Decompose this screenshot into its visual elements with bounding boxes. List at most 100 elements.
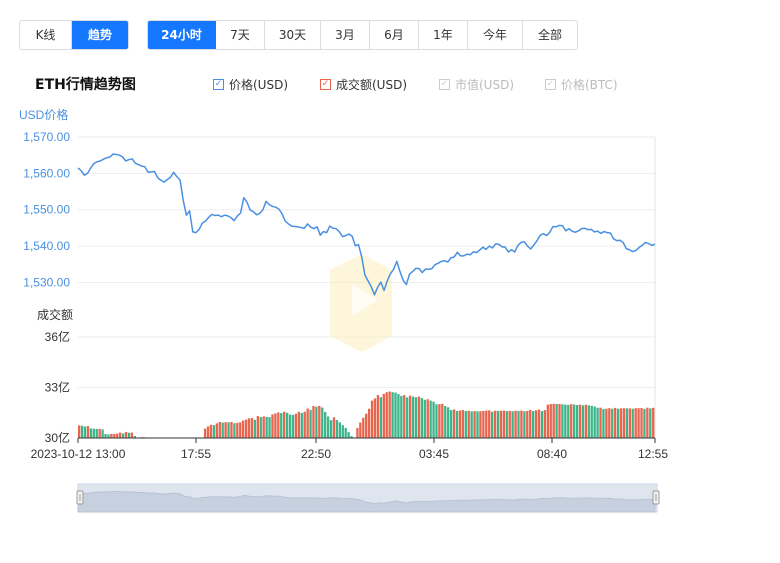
range-tab-1[interactable]: 7天: [216, 21, 265, 49]
volume-bar: [420, 398, 424, 438]
volume-bar: [86, 426, 90, 438]
legend-label: 市值(USD): [455, 77, 515, 92]
x-tick-label: 17:55: [181, 447, 211, 461]
volume-bar: [397, 394, 400, 438]
volume-bar: [429, 400, 432, 438]
range-tab-4[interactable]: 6月: [370, 21, 419, 49]
volume-bar: [417, 396, 421, 438]
volume-bar: [283, 411, 286, 438]
volume-bar: [616, 408, 620, 438]
volume-bar: [643, 408, 646, 438]
volume-bar: [116, 433, 119, 438]
range-tab-0[interactable]: 24小时: [148, 21, 216, 49]
range-tab-3[interactable]: 3月: [321, 21, 370, 49]
legend-item-volume-usd[interactable]: ✓ 成交额(USD): [320, 76, 407, 92]
view-tab-0[interactable]: K线: [20, 21, 72, 49]
time-range-navigator[interactable]: [76, 483, 660, 513]
range-tab-7[interactable]: 全部: [537, 28, 562, 42]
volume-bar: [297, 411, 300, 438]
x-tick-label: 22:50: [301, 447, 331, 461]
volume-bar: [646, 407, 649, 438]
volume-bar: [625, 408, 629, 438]
checkbox-icon[interactable]: ✓: [439, 78, 450, 90]
volume-bar: [649, 408, 652, 438]
volume-bar: [455, 410, 459, 438]
volume-bar: [631, 408, 634, 438]
volume-bar: [391, 392, 394, 438]
volume-bar: [324, 411, 327, 438]
volume-bar: [502, 410, 506, 438]
volume-bar: [549, 404, 552, 438]
navigator-series: [77, 490, 656, 513]
legend-item-price-usd[interactable]: ✓ 价格(USD): [213, 76, 288, 92]
volume-bar: [570, 404, 573, 438]
volume-bar: [300, 412, 303, 438]
x-tick-label: 2023-10-12 13:00: [31, 447, 126, 461]
volume-bar: [441, 403, 444, 438]
price-tick-label: 1,570.00: [23, 130, 70, 144]
volume-bar: [388, 391, 391, 438]
volume-bar: [531, 411, 535, 438]
range-tab-6[interactable]: 今年: [468, 21, 523, 49]
legend-item-price-btc[interactable]: ✓ 价格(BTC): [545, 76, 618, 92]
volume-bar: [540, 411, 544, 438]
volume-bar: [628, 408, 631, 438]
volume-bar: [458, 410, 462, 438]
volume-bar: [523, 411, 526, 438]
volume-bar: [499, 410, 503, 438]
volume-bar: [619, 408, 623, 438]
view-tab-1[interactable]: 趋势: [72, 21, 128, 49]
volume-bar: [476, 411, 479, 438]
volume-bar: [321, 407, 324, 438]
volume-bar: [262, 416, 265, 438]
volume-bar: [218, 422, 221, 438]
checkbox-icon[interactable]: ✓: [320, 78, 331, 90]
volume-bar: [449, 410, 453, 438]
volume-bar: [447, 407, 450, 438]
volume-bar: [250, 418, 254, 438]
volume-bar: [332, 417, 336, 438]
volume-bar: [517, 410, 520, 438]
volume-bar: [444, 406, 447, 438]
volume-bar: [470, 411, 473, 438]
volume-tick-label: 30亿: [45, 430, 70, 445]
volume-bar: [209, 424, 213, 438]
volume-bar: [414, 397, 418, 438]
volume-bar: [411, 396, 415, 438]
volume-bar: [382, 393, 385, 438]
volume-bars: [78, 391, 655, 439]
volume-bar: [572, 404, 576, 438]
checkbox-icon[interactable]: ✓: [545, 78, 556, 90]
volume-bar: [473, 411, 476, 438]
volume-bar: [514, 410, 517, 438]
range-tab-2[interactable]: 30天: [265, 21, 321, 49]
volume-bar: [239, 422, 242, 438]
volume-bar: [242, 420, 245, 438]
volume-bar: [432, 401, 435, 438]
volume-bar: [265, 416, 268, 438]
volume-bar: [400, 395, 403, 438]
volume-bar: [464, 410, 467, 438]
volume-bar: [98, 428, 101, 438]
volume-bar: [127, 432, 131, 438]
volume-bar: [119, 432, 122, 438]
range-tab-5[interactable]: 1年: [419, 21, 468, 49]
watermark-logo: [330, 254, 392, 352]
volume-bar: [593, 406, 596, 438]
volume-bar: [564, 404, 567, 438]
volume-bar: [622, 408, 626, 438]
volume-bar: [224, 422, 227, 438]
volume-bar: [534, 410, 538, 438]
x-tick-label: 03:45: [419, 447, 449, 461]
volume-bar: [543, 410, 547, 438]
legend-item-marketcap-usd[interactable]: ✓ 市值(USD): [439, 76, 514, 92]
volume-bar: [479, 411, 482, 438]
volume-bar: [508, 410, 511, 438]
checkbox-icon[interactable]: ✓: [213, 78, 224, 90]
volume-bar: [230, 422, 233, 438]
volume-bar: [221, 422, 224, 438]
volume-bar: [567, 404, 570, 438]
volume-bar: [608, 408, 611, 438]
volume-bar: [244, 419, 248, 438]
volume-bar: [611, 408, 614, 438]
